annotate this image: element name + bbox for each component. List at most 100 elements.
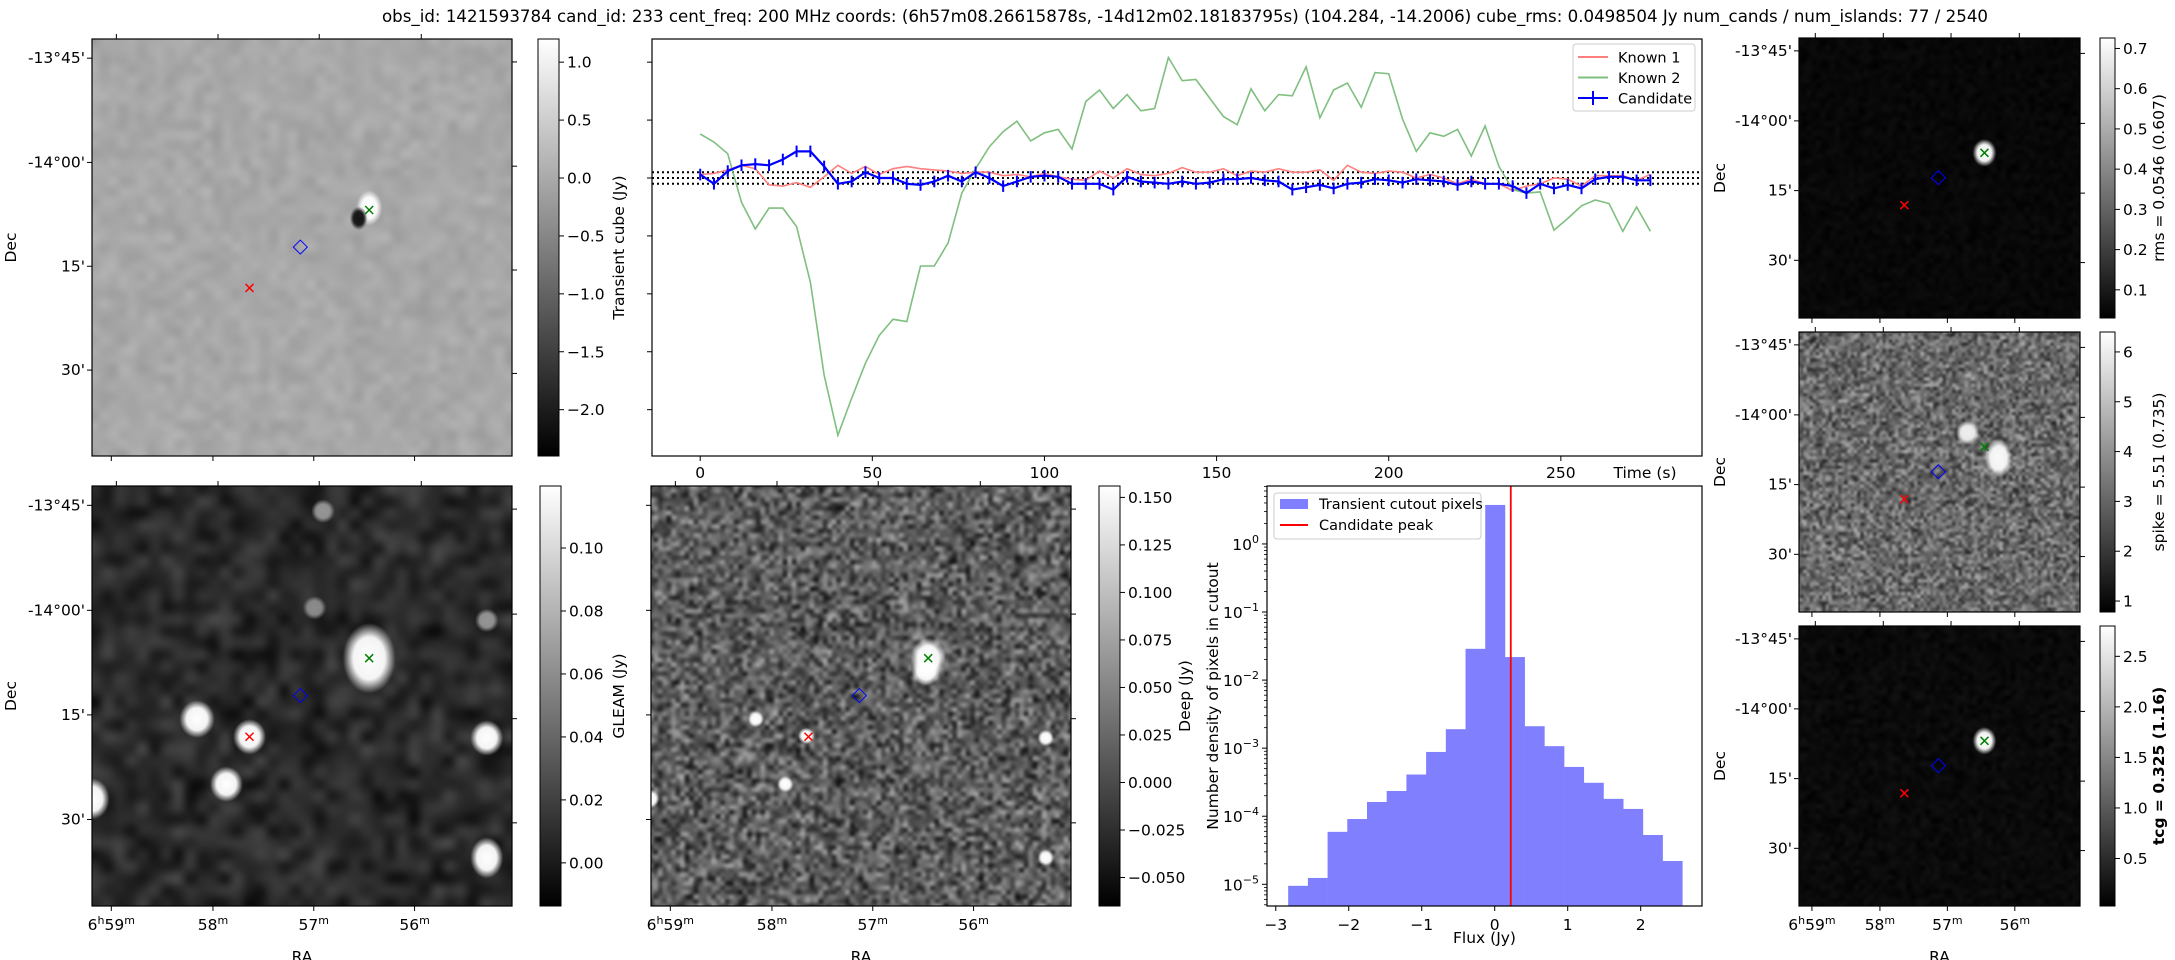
y-tick-exponent: −5 <box>1243 873 1259 886</box>
series-line-known-2 <box>699 55 1652 438</box>
image-frame <box>91 38 513 457</box>
marker-stroke <box>244 283 255 293</box>
ra-tick-label: 6h59m <box>1788 914 1835 934</box>
histogram-bar <box>1603 798 1624 906</box>
histogram-bar <box>1583 782 1604 906</box>
light-curve-chart: 0 50 100 150 200 250 Time (s) Known 1 Known 2 Can… <box>647 38 1703 482</box>
spike-panel: -13°45' -14°00' 15' 30' Dec 6 5 4 3 2 1 spike = 5.5… <box>1711 327 2168 617</box>
gleam-image <box>92 486 512 906</box>
transient-cube-image <box>92 39 512 456</box>
colorbar-tick-label: 2 <box>2123 543 2133 561</box>
x-tick-label: 250 <box>1546 464 1576 482</box>
dec-tick-label: -13°45' <box>1735 336 1792 354</box>
y-tick-base: 10 <box>1223 808 1243 826</box>
colorbar-tick-label: 0.125 <box>1128 536 1172 554</box>
x-axis-label: Time (s) <box>1612 464 1676 482</box>
ra-unit-superscript: h <box>98 914 105 927</box>
colorbar-tick-label: 0.06 <box>569 665 604 683</box>
ra-tick-label: 56m <box>958 914 988 934</box>
candidate-diamond-icon <box>851 687 868 704</box>
ra-value: 57 <box>299 916 319 934</box>
rms-panel: -13°45' -14°00' 15' 30' Dec 0.7 0.6 0.5 0.4 0.3 0.… <box>1711 33 2168 323</box>
legend-swatch <box>1280 499 1308 509</box>
known1-marker-icon <box>1899 200 1909 210</box>
candidate-diamond-icon <box>292 239 309 255</box>
colorbar-tick-label: 1 <box>2123 593 2133 611</box>
x-tick-label: 0 <box>1490 916 1500 934</box>
ra-tick-label: 56m <box>2000 914 2030 934</box>
y-tick-exponent: −2 <box>1243 669 1259 682</box>
legend-frame <box>1572 43 1696 112</box>
histogram-bar <box>1445 729 1466 906</box>
histogram-bar <box>1288 885 1309 906</box>
legend-label: Candidate <box>1618 92 1692 108</box>
colorbar-label: tcg = 0.325 (1.16) <box>2150 687 2168 845</box>
ra-value: 59 <box>1805 916 1825 934</box>
colorbar-tick-label: −2.0 <box>567 401 605 419</box>
x-tick-label: −1 <box>1410 916 1433 934</box>
ra-value: 58 <box>1865 916 1885 934</box>
dec-tick-label: 30' <box>61 361 85 379</box>
dec-tick-label: 30' <box>61 810 85 828</box>
colorbar-tick-label: −1.0 <box>567 285 605 303</box>
ra-tick-label: 57m <box>299 914 329 934</box>
x-tick-label: 50 <box>862 464 882 482</box>
known2-marker-icon <box>1979 148 1989 158</box>
light-curve-legend: Known 1 Known 2 Candidate <box>1572 43 1696 112</box>
y-tick-label: 10−1 <box>1223 601 1259 622</box>
dec-tick-label: 30' <box>1768 839 1792 857</box>
ra-axis-label: RA <box>851 948 872 960</box>
colorbar-tick-label: 0.00 <box>569 854 604 872</box>
ra-unit-superscript: m <box>978 914 989 927</box>
x-tick-label: 1 <box>1563 916 1573 934</box>
x-tick-label: 150 <box>1202 464 1232 482</box>
deep-panel: 6h59m 58m 57m 56mRA0.1500.1250.1000.0750.05… <box>646 481 1194 960</box>
ra-tick-label: 58m <box>757 914 787 934</box>
marker-stroke <box>1979 148 1989 158</box>
ra-tick-label: 56m <box>399 914 429 934</box>
colorbar-tick-label: −0.050 <box>1128 869 1185 887</box>
ra-tick-label: 6h59m <box>647 914 694 934</box>
x-axis-label: Flux (Jy) <box>1453 929 1516 947</box>
known1-marker-icon <box>803 732 814 742</box>
ra-unit-superscript: m <box>419 914 430 927</box>
image-frame <box>1798 625 2081 907</box>
colorbar-tick-label: 0.02 <box>569 791 604 809</box>
dec-tick-label: -14°00' <box>28 601 85 619</box>
y-tick-exponent: −1 <box>1243 601 1259 614</box>
x-tick-label: 0 <box>695 464 705 482</box>
marker-stroke <box>364 205 374 215</box>
colorbar-tick-label: 4 <box>2123 443 2133 461</box>
tcg-panel: -13°45'-14°00'15'30'6h59m 58m 57m 56mDecRA2… <box>1711 621 2168 960</box>
colorbar <box>539 485 562 907</box>
y-tick-base: 10 <box>1223 604 1243 622</box>
colorbar-tick-label: 0.150 <box>1128 489 1172 507</box>
plot-frame <box>1266 485 1703 907</box>
dec-tick-label: -14°00' <box>1735 406 1792 424</box>
dec-tick-label: -14°00' <box>1735 112 1792 130</box>
dec-axis-label: Dec <box>2 233 20 263</box>
y-tick-base: 10 <box>1232 536 1252 554</box>
image-frame <box>91 485 513 907</box>
tcg-image <box>1799 626 2080 906</box>
histogram-bar <box>1465 648 1486 906</box>
legend-label: Transient cutout pixels <box>1318 497 1483 513</box>
ra-value: 58 <box>757 916 777 934</box>
colorbar-label: GLEAM (Jy) <box>610 653 628 738</box>
colorbar-tick-label: 0.025 <box>1128 726 1172 744</box>
series-line-candidate <box>699 150 1651 195</box>
image-frame <box>1798 37 2081 319</box>
transient-panel: -13°45' -14°00' 15' 30' Dec 1.0 0.5 0.0 −0.5 −1.0… <box>2 34 628 461</box>
colorbar-tick-label: −1.5 <box>567 343 605 361</box>
colorbar-tick-label: 0.6 <box>2123 80 2148 98</box>
colorbar-tick-label: 1.0 <box>2123 799 2148 817</box>
colorbar-tick-label: −0.5 <box>567 227 605 245</box>
colorbar-tick-label: 5 <box>2123 393 2133 411</box>
dec-axis-label: Dec <box>1711 457 1729 487</box>
dec-tick-label: 15' <box>1768 770 1792 788</box>
colorbar-tick-label: 3 <box>2123 493 2133 511</box>
dec-tick-label: 15' <box>61 706 85 724</box>
histogram-bar <box>1386 790 1407 906</box>
